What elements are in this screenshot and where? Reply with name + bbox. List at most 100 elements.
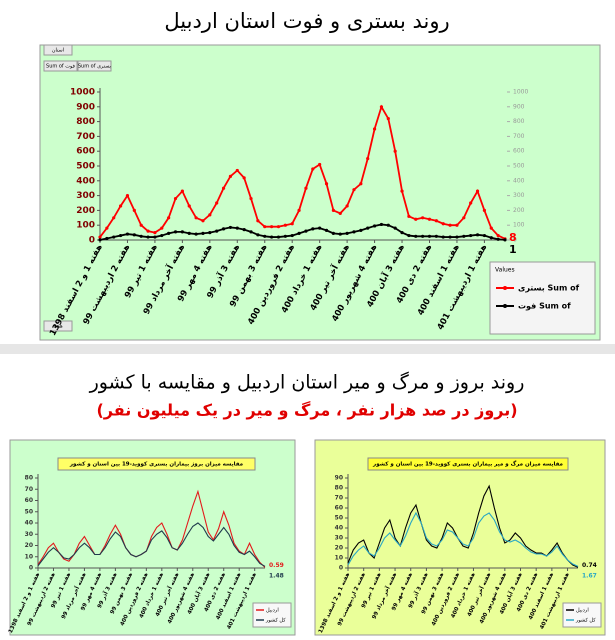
series-marker	[352, 188, 356, 192]
series-marker	[434, 219, 438, 223]
section-divider	[0, 344, 615, 354]
series-marker	[366, 157, 370, 161]
legend-label: کل کشور	[265, 618, 286, 624]
series-marker	[132, 208, 136, 212]
series-marker	[228, 174, 233, 178]
series-marker	[414, 217, 418, 221]
series-marker	[180, 230, 184, 234]
series-marker	[139, 223, 143, 227]
y-tick-label: 50	[335, 515, 343, 522]
series-marker	[393, 226, 397, 230]
series-marker	[146, 235, 150, 239]
series-marker	[496, 237, 500, 241]
y-tick-label: 80	[25, 475, 33, 482]
series-marker	[448, 235, 452, 239]
series-marker	[256, 233, 260, 237]
series-marker	[125, 194, 130, 198]
series-marker	[290, 222, 294, 226]
series-line	[37, 489, 266, 568]
series-marker	[441, 222, 445, 226]
series-marker	[153, 231, 157, 235]
series-marker	[221, 227, 226, 231]
series-marker	[283, 234, 287, 238]
field-button[interactable]	[43, 44, 73, 56]
y-tick-label: 30	[25, 531, 33, 538]
legend-label: اردبیل	[576, 608, 589, 614]
end-label: 0.59	[269, 562, 284, 569]
series-marker	[173, 196, 178, 201]
field-button-label: Sum of بستری	[78, 64, 111, 70]
series-marker	[400, 189, 404, 193]
y-tick-label: 500	[76, 162, 95, 172]
end-label: 1.48	[269, 572, 284, 579]
y2-tick-label: 300	[513, 192, 525, 199]
y2-tick-label: 400	[513, 177, 525, 184]
series-marker	[482, 208, 487, 212]
series-marker	[98, 238, 102, 242]
field-button[interactable]	[77, 60, 112, 72]
series-marker	[187, 231, 191, 235]
legend-marker	[503, 286, 507, 290]
y2-tick-label: 200	[513, 207, 525, 214]
y2-tick-label: 500	[513, 163, 525, 170]
y-tick-label: 40	[335, 525, 343, 532]
series-marker	[215, 201, 219, 205]
series-marker	[462, 216, 466, 220]
end-label: 1.67	[582, 572, 597, 579]
series-marker	[318, 226, 322, 230]
series-marker	[153, 235, 157, 239]
series-marker	[455, 235, 459, 239]
series-marker	[455, 223, 459, 227]
field-button[interactable]	[43, 320, 73, 332]
series-marker	[421, 234, 425, 238]
legend-marker	[503, 304, 507, 308]
series-marker	[263, 234, 267, 238]
series-marker	[475, 233, 480, 237]
y-tick-label: 20	[25, 542, 33, 549]
series-marker	[372, 224, 377, 228]
series-marker	[235, 168, 239, 173]
chart-title-box	[57, 457, 256, 471]
series-marker	[448, 223, 452, 227]
series-marker	[393, 149, 397, 153]
field-button[interactable]	[43, 60, 78, 72]
series-marker	[338, 211, 342, 215]
y-tick-label: 70	[25, 486, 33, 493]
legend-label: بستری Sum of	[518, 284, 580, 293]
series-marker	[489, 226, 493, 230]
y-tick-label: 100	[76, 221, 95, 231]
y-tick-label: 1000	[70, 88, 95, 98]
y-tick-label: 70	[335, 495, 343, 502]
y-tick-label: 300	[76, 191, 95, 201]
y2-tick-label: 1000	[513, 89, 528, 96]
chart-title: روند بستری و فوت استان اردبیل	[164, 9, 449, 33]
legend-box	[489, 261, 596, 335]
y-tick-label: 400	[76, 176, 95, 186]
y2-tick-label: 800	[513, 118, 525, 125]
series-marker	[414, 234, 418, 238]
series-marker	[469, 201, 473, 205]
series-marker	[407, 214, 411, 218]
end-label: 1	[509, 243, 517, 256]
series-marker	[118, 204, 123, 208]
series-marker	[359, 228, 363, 232]
end-label: 0.74	[582, 562, 597, 569]
y2-tick-label: 100	[513, 222, 525, 229]
series-marker	[249, 230, 253, 234]
series-marker	[98, 235, 102, 239]
end-label: 8	[509, 231, 517, 244]
series-marker	[221, 186, 226, 190]
series-line	[347, 511, 579, 567]
y-tick-label: 20	[335, 545, 343, 552]
y-tick-label: 90	[335, 475, 343, 482]
series-marker	[228, 225, 233, 230]
series-marker	[297, 231, 301, 235]
series-marker	[496, 233, 500, 238]
series-marker	[118, 233, 123, 238]
series-marker	[434, 234, 438, 238]
y-tick-label: 700	[76, 132, 95, 142]
series-marker	[173, 230, 178, 234]
legend-label: کل کشور	[575, 618, 596, 624]
y-tick-label: 40	[25, 520, 33, 527]
chart-background	[314, 439, 606, 636]
